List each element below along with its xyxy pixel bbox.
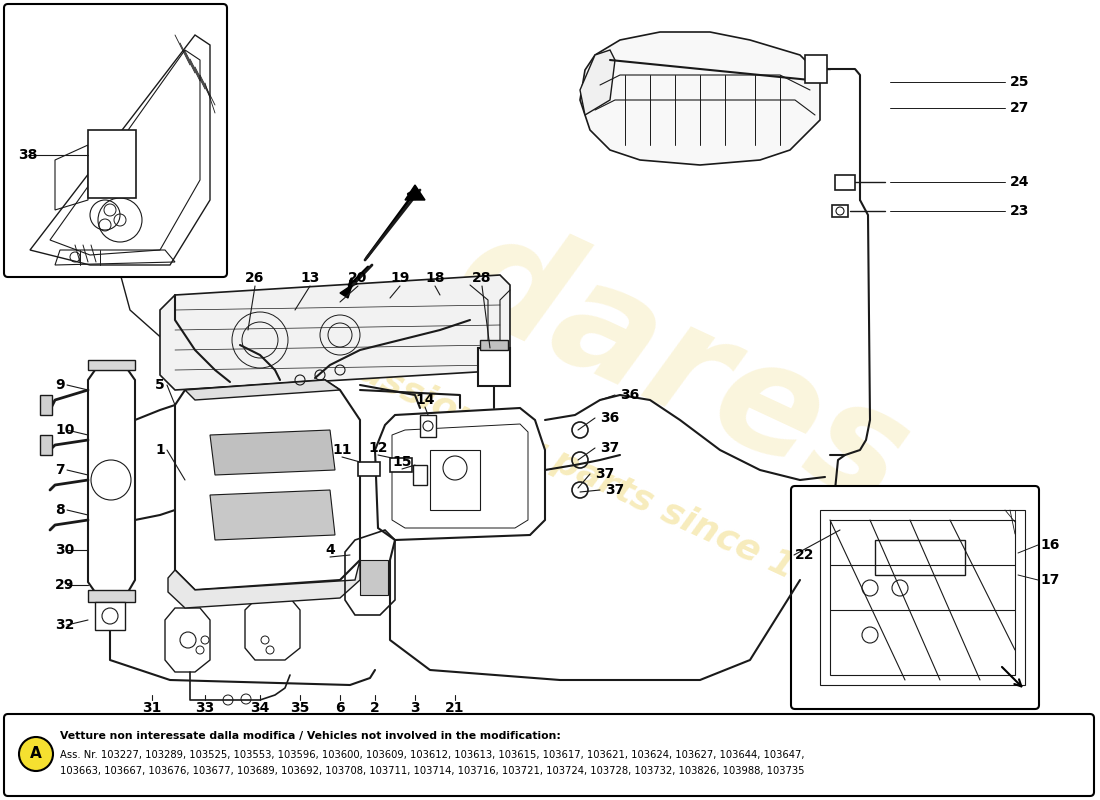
Polygon shape bbox=[210, 430, 336, 475]
Text: 2: 2 bbox=[370, 701, 379, 715]
Polygon shape bbox=[210, 490, 336, 540]
Text: 1: 1 bbox=[155, 443, 165, 457]
Text: 24: 24 bbox=[1010, 175, 1030, 189]
Text: 37: 37 bbox=[605, 483, 625, 497]
Polygon shape bbox=[88, 370, 135, 592]
Text: 4: 4 bbox=[326, 543, 334, 557]
Polygon shape bbox=[340, 285, 352, 298]
Bar bbox=[358, 462, 379, 476]
Text: passion for parts since 1985: passion for parts since 1985 bbox=[331, 342, 869, 618]
Text: 26: 26 bbox=[245, 271, 265, 285]
Text: 36: 36 bbox=[620, 388, 639, 402]
Text: 10: 10 bbox=[55, 423, 75, 437]
Text: 9: 9 bbox=[55, 378, 65, 392]
Text: Ass. Nr. 103227, 103289, 103525, 103553, 103596, 103600, 103609, 103612, 103613,: Ass. Nr. 103227, 103289, 103525, 103553,… bbox=[60, 750, 804, 760]
Text: 12: 12 bbox=[368, 441, 387, 455]
Text: 19: 19 bbox=[390, 271, 409, 285]
FancyBboxPatch shape bbox=[791, 486, 1040, 709]
Text: 25: 25 bbox=[1010, 75, 1030, 89]
Bar bbox=[412, 465, 427, 485]
Bar bbox=[420, 415, 436, 437]
Text: A: A bbox=[30, 746, 42, 762]
Polygon shape bbox=[88, 360, 135, 370]
Text: 35: 35 bbox=[290, 701, 310, 715]
Polygon shape bbox=[160, 275, 510, 390]
Bar bbox=[832, 205, 848, 217]
Text: 34: 34 bbox=[251, 701, 270, 715]
Text: 103663, 103667, 103676, 103677, 103689, 103692, 103708, 103711, 103714, 103716, : 103663, 103667, 103676, 103677, 103689, … bbox=[60, 766, 804, 776]
Text: dares: dares bbox=[430, 201, 931, 539]
Bar bbox=[805, 55, 827, 83]
Polygon shape bbox=[95, 602, 125, 630]
Bar bbox=[40, 395, 52, 415]
Text: 27: 27 bbox=[1010, 101, 1030, 115]
Text: 14: 14 bbox=[416, 393, 434, 407]
Polygon shape bbox=[405, 185, 425, 200]
Text: 21: 21 bbox=[446, 701, 464, 715]
Bar bbox=[478, 348, 510, 386]
Text: 15: 15 bbox=[393, 455, 411, 469]
Polygon shape bbox=[375, 408, 544, 540]
Polygon shape bbox=[168, 560, 360, 608]
FancyBboxPatch shape bbox=[4, 714, 1094, 796]
Text: 18: 18 bbox=[426, 271, 444, 285]
Bar bbox=[360, 560, 388, 595]
Text: 11: 11 bbox=[332, 443, 352, 457]
Bar bbox=[88, 130, 136, 198]
Text: 38: 38 bbox=[18, 148, 37, 162]
Text: 37: 37 bbox=[595, 467, 614, 481]
Text: Vetture non interessate dalla modifica / Vehicles not involved in the modificati: Vetture non interessate dalla modifica /… bbox=[60, 731, 561, 741]
Text: 20: 20 bbox=[349, 271, 367, 285]
Text: 31: 31 bbox=[142, 701, 162, 715]
Text: 28: 28 bbox=[472, 271, 492, 285]
FancyBboxPatch shape bbox=[4, 4, 227, 277]
Bar bbox=[874, 540, 965, 575]
Text: 22: 22 bbox=[795, 548, 814, 562]
Bar bbox=[430, 450, 480, 510]
Text: 3: 3 bbox=[410, 701, 420, 715]
Bar bbox=[40, 435, 52, 455]
Bar bbox=[480, 340, 508, 350]
Text: 13: 13 bbox=[300, 271, 320, 285]
Text: 16: 16 bbox=[1040, 538, 1059, 552]
Text: 36: 36 bbox=[600, 411, 619, 425]
Text: 17: 17 bbox=[1040, 573, 1059, 587]
Polygon shape bbox=[580, 32, 820, 165]
Polygon shape bbox=[580, 50, 615, 115]
Text: 33: 33 bbox=[196, 701, 214, 715]
Text: 7: 7 bbox=[55, 463, 65, 477]
Text: 5: 5 bbox=[155, 378, 165, 392]
Bar bbox=[390, 458, 412, 472]
Circle shape bbox=[19, 737, 53, 771]
Text: 30: 30 bbox=[55, 543, 75, 557]
Text: 32: 32 bbox=[55, 618, 75, 632]
Text: 8: 8 bbox=[55, 503, 65, 517]
Text: 37: 37 bbox=[600, 441, 619, 455]
Text: 23: 23 bbox=[1010, 204, 1030, 218]
Polygon shape bbox=[185, 380, 340, 400]
Text: 6: 6 bbox=[336, 701, 344, 715]
Polygon shape bbox=[175, 380, 360, 590]
Polygon shape bbox=[88, 590, 135, 602]
Text: 29: 29 bbox=[55, 578, 75, 592]
Bar bbox=[835, 175, 855, 190]
